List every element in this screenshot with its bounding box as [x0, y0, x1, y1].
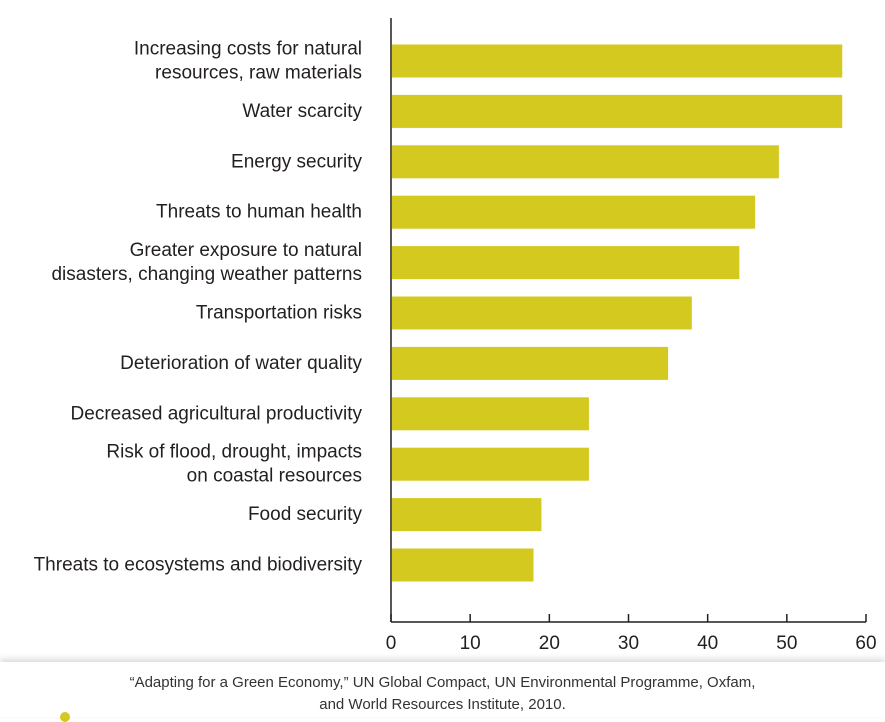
bar-6 — [392, 346, 669, 380]
category-label-2-0: Energy security — [231, 151, 362, 172]
bar-7 — [392, 397, 589, 431]
bar-5 — [392, 296, 692, 330]
bar-10 — [392, 548, 534, 582]
x-tick-label-4: 40 — [697, 633, 718, 654]
bar-8 — [392, 447, 589, 481]
category-label-1-0: Water scarcity — [242, 101, 362, 122]
bar-0 — [392, 44, 843, 78]
x-tick-label-1: 10 — [460, 633, 481, 654]
category-label-7-0: Decreased agricultural productivity — [71, 403, 363, 424]
x-tick-label-5: 50 — [776, 633, 797, 654]
category-label-0-1: resources, raw materials — [155, 63, 362, 84]
x-tick-label-6: 60 — [855, 633, 876, 654]
x-tick-label-2: 20 — [539, 633, 560, 654]
source-note: “Adapting for a Green Economy,” UN Globa… — [0, 672, 885, 716]
bar-2 — [392, 145, 779, 179]
category-label-5-0: Transportation risks — [196, 303, 362, 324]
bar-chart: Increasing costs for natural resources, r… — [34, 18, 877, 654]
source-line-1: “Adapting for a Green Economy,” UN Globa… — [129, 674, 756, 691]
bar-3 — [392, 195, 756, 229]
category-label-6-0: Deterioration of water quality — [120, 353, 362, 374]
category-label-4-1: disasters, changing weather patterns — [51, 264, 362, 285]
category-label-8-1: on coastal resources — [187, 466, 362, 487]
bullet-dot-icon — [60, 712, 70, 722]
x-tick-label-3: 30 — [618, 633, 639, 654]
bar-1 — [392, 94, 843, 128]
bars — [392, 44, 843, 582]
category-label-3-0: Threats to human health — [156, 202, 362, 223]
x-axis: 0 10 20 30 40 50 60 — [386, 18, 877, 654]
category-label-4-0: Greater exposure to natural — [130, 240, 362, 261]
category-label-0-0: Increasing costs for natural — [134, 39, 362, 60]
category-labels: Increasing costs for natural resources, r… — [34, 39, 363, 576]
bar-9 — [392, 498, 542, 532]
bar-4 — [392, 246, 740, 280]
source-line-2: and World Resources Institute, 2010. — [319, 696, 566, 713]
category-label-9-0: Food security — [248, 504, 363, 525]
category-label-8-0: Risk of flood, drought, impacts — [106, 442, 362, 463]
footer-band — [0, 662, 885, 717]
category-label-10-0: Threats to ecosystems and biodiversity — [34, 555, 363, 576]
x-tick-label-0: 0 — [386, 633, 397, 654]
